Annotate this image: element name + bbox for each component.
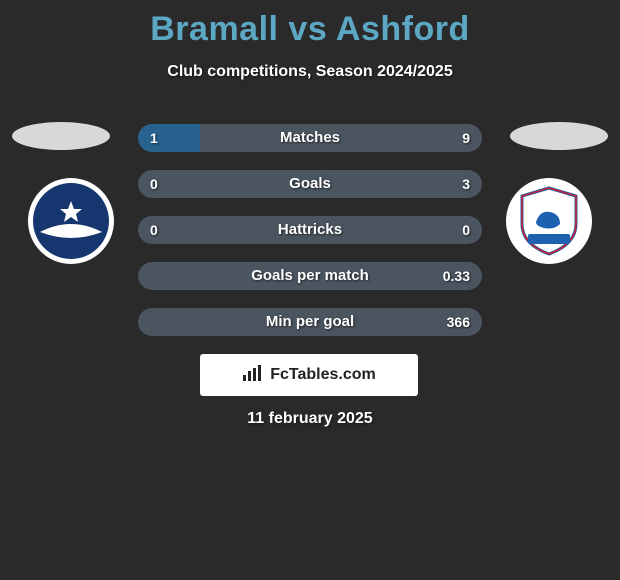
left-club-badge — [28, 178, 114, 264]
stats-bars: 1 Matches 9 0 Goals 3 0 Hattricks 0 Goal… — [138, 124, 482, 354]
watermark-text: FcTables.com — [270, 366, 376, 384]
watermark-badge: FcTables.com — [200, 354, 418, 396]
stat-label: Goals — [138, 170, 482, 198]
date-label: 11 february 2025 — [0, 410, 620, 428]
left-player-silhouette — [12, 122, 110, 150]
stat-right-value: 9 — [462, 124, 470, 152]
chart-icon — [242, 364, 264, 387]
stat-right-value: 366 — [447, 308, 470, 336]
stat-label: Matches — [138, 124, 482, 152]
stat-row-matches: 1 Matches 9 — [138, 124, 482, 152]
right-club-badge — [506, 178, 592, 264]
cardiff-badge-icon — [510, 182, 588, 260]
portsmouth-badge-icon — [32, 182, 110, 260]
stat-row-goals-per-match: Goals per match 0.33 — [138, 262, 482, 290]
stat-right-value: 0.33 — [443, 262, 470, 290]
subtitle: Club competitions, Season 2024/2025 — [0, 63, 620, 81]
page-title: Bramall vs Ashford — [0, 0, 620, 49]
stat-label: Min per goal — [138, 308, 482, 336]
stat-row-hattricks: 0 Hattricks 0 — [138, 216, 482, 244]
right-player-silhouette — [510, 122, 608, 150]
stat-row-min-per-goal: Min per goal 366 — [138, 308, 482, 336]
stat-right-value: 0 — [462, 216, 470, 244]
stat-label: Hattricks — [138, 216, 482, 244]
stat-row-goals: 0 Goals 3 — [138, 170, 482, 198]
stat-right-value: 3 — [462, 170, 470, 198]
stat-label: Goals per match — [138, 262, 482, 290]
comparison-infographic: Bramall vs Ashford Club competitions, Se… — [0, 0, 620, 580]
